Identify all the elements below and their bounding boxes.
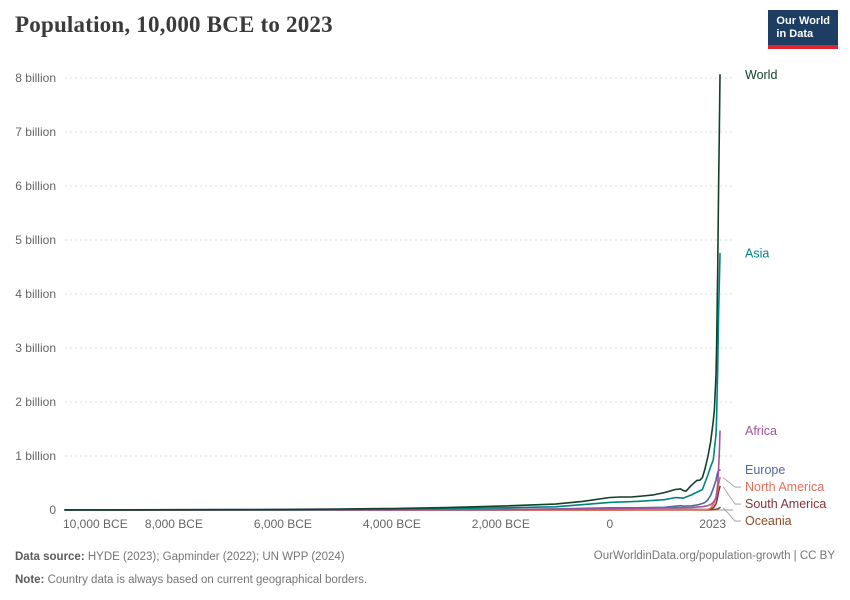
label-connector-north-america — [722, 477, 741, 488]
y-tick-label: 2 billion — [15, 395, 56, 409]
note-label: Note: — [15, 574, 45, 586]
y-tick-label: 8 billion — [15, 71, 56, 85]
x-tick-label: 0 — [606, 517, 613, 531]
series-label-asia[interactable]: Asia — [745, 247, 769, 261]
y-tick-label: 0 — [49, 503, 56, 517]
label-connector-south-america — [722, 486, 741, 505]
chart-footer: Data source: HYDE (2023); Gapminder (202… — [15, 546, 835, 592]
series-label-north-america[interactable]: North America — [745, 480, 824, 494]
series-line-north-america[interactable] — [64, 476, 721, 511]
y-tick-label: 1 billion — [15, 449, 56, 463]
series-line-africa[interactable] — [64, 430, 721, 511]
y-tick-label: 5 billion — [15, 233, 56, 247]
note-text: Country data is always based on current … — [47, 574, 368, 586]
data-source-label: Data source: — [15, 551, 85, 563]
owid-credit-link[interactable]: OurWorldinData.org/population-growth | C… — [593, 550, 835, 562]
series-label-africa[interactable]: Africa — [745, 424, 777, 438]
x-tick-label: 6,000 BCE — [254, 517, 312, 531]
owid-logo-line2: in Data — [776, 28, 814, 40]
series-line-europe[interactable] — [64, 469, 721, 511]
y-tick-label: 3 billion — [15, 341, 56, 355]
series-label-south-america[interactable]: South America — [745, 497, 826, 511]
y-tick-label: 6 billion — [15, 179, 56, 193]
owid-logo-line1: Our World — [776, 15, 830, 27]
data-source-text: HYDE (2023); Gapminder (2022); UN WPP (2… — [87, 551, 345, 563]
x-tick-label: 10,000 BCE — [63, 517, 128, 531]
x-tick-label: 2023 — [699, 517, 726, 531]
label-connector-oceania — [722, 507, 741, 522]
y-tick-label: 7 billion — [15, 125, 56, 139]
series-label-europe[interactable]: Europe — [745, 463, 785, 477]
owid-logo: Our World in Data — [768, 10, 838, 49]
x-tick-label: 4,000 BCE — [363, 517, 421, 531]
footer-source-note: Data source: HYDE (2023); Gapminder (202… — [15, 546, 367, 592]
x-tick-label: 8,000 BCE — [145, 517, 203, 531]
series-label-world[interactable]: World — [745, 68, 777, 82]
y-tick-label: 4 billion — [15, 287, 56, 301]
x-tick-label: 2,000 BCE — [472, 517, 530, 531]
series-label-oceania[interactable]: Oceania — [745, 514, 792, 528]
data-source-line: Data source: HYDE (2023); Gapminder (202… — [15, 546, 367, 569]
series-line-south-america[interactable] — [64, 485, 721, 511]
note-line: Note: Country data is always based on cu… — [15, 569, 367, 592]
series-line-asia[interactable] — [64, 252, 721, 511]
chart-title: Population, 10,000 BCE to 2023 — [15, 12, 333, 37]
population-line-chart: 0 1 billion 2 billion 3 billion 4 billion 5 b… — [15, 68, 826, 531]
series-line-world[interactable] — [64, 73, 721, 511]
